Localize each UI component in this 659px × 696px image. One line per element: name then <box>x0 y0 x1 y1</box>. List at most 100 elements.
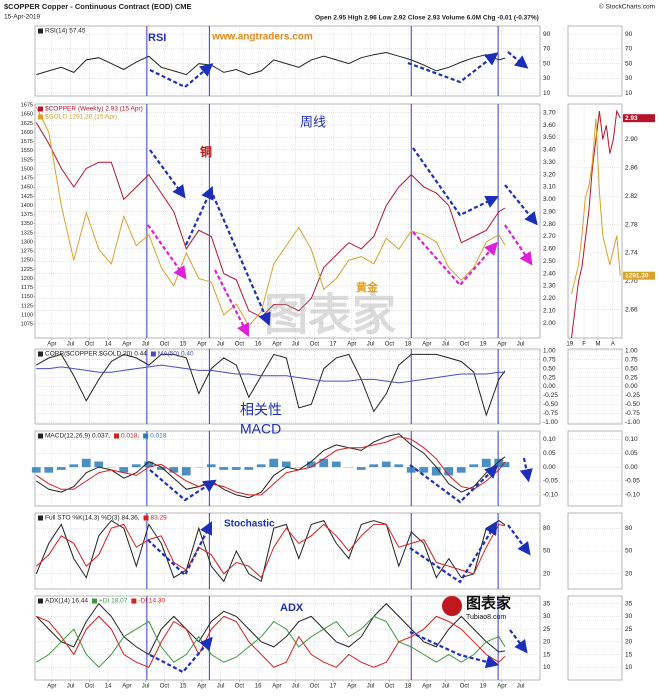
x-tick-label: 18 <box>405 342 412 348</box>
y-tick-label: 2.86 <box>625 165 638 172</box>
y-tick-label: 20 <box>543 571 551 578</box>
mini-y-tick-label: 20 <box>625 639 633 646</box>
x-tick-label: 14 <box>105 342 112 348</box>
histogram-bar <box>206 464 216 468</box>
x-tick-label: Apr <box>347 342 356 348</box>
x-tick-label: Oct <box>235 342 245 348</box>
mini-y-tick-label: 70 <box>625 46 633 53</box>
y-tick-label: 20 <box>543 639 551 646</box>
legend-swatch <box>38 515 43 521</box>
mini-y-tick-label: 0.00 <box>625 383 638 390</box>
legend-swatch <box>38 28 43 34</box>
y-tick-label: 0.50 <box>543 365 556 372</box>
mini-y-tick-label: -1.00 <box>625 419 640 426</box>
y-tick-label: -0.25 <box>543 392 558 399</box>
y-tick-label: 50 <box>543 548 551 555</box>
y-tick-label: 2.60 <box>543 246 556 253</box>
series-line <box>35 602 506 656</box>
y-tick-label: 2.82 <box>625 193 638 200</box>
mini-panel-frame <box>567 430 623 507</box>
y2-tick-label: 1300 <box>21 239 33 245</box>
y-tick-label: 0.00 <box>543 464 556 471</box>
histogram-bar <box>156 467 166 470</box>
mini-y-tick-label: 50 <box>625 60 633 67</box>
x-tick-label: Oct <box>85 342 95 348</box>
value-label: 2.93 <box>625 115 638 122</box>
mini-y-tick-label: 10 <box>625 664 633 671</box>
x-tick-label: Apr <box>197 684 206 690</box>
histogram-bar <box>219 467 229 470</box>
header-date: 15-Apr-2019 <box>4 14 41 21</box>
mini-y-tick-label: -0.25 <box>625 392 640 399</box>
x-tick-label: Apr <box>497 342 506 348</box>
y-tick-label: 3.20 <box>543 171 556 178</box>
y-tick-label: 2.40 <box>543 270 556 277</box>
y-tick-label: 3.50 <box>543 134 556 141</box>
mini-y-tick-label: 0.75 <box>625 356 638 363</box>
y2-tick-label: 1350 <box>21 221 33 227</box>
histogram-bar <box>231 467 241 470</box>
mini-panel-frame <box>567 25 623 97</box>
mini-y-tick-label: 50 <box>625 548 633 555</box>
annotation: 铜 <box>200 144 212 159</box>
x-tick-label: Jul <box>142 684 150 690</box>
header-title: $COPPER Copper - Continuous Contract (EO… <box>4 2 192 11</box>
y-tick-label: 50 <box>543 60 551 67</box>
histogram-bar <box>69 464 79 468</box>
histogram-bar <box>481 458 491 468</box>
histogram-bar <box>31 467 41 473</box>
x-tick-label: F <box>582 342 586 348</box>
mini-y-tick-label: 0.50 <box>625 365 638 372</box>
panel-frame <box>34 103 541 339</box>
y-tick-label: 3.60 <box>543 122 556 129</box>
arrow <box>149 149 186 199</box>
histogram-bar <box>406 467 416 473</box>
mini-y-tick-label: -0.50 <box>625 401 640 408</box>
arrow <box>409 521 498 584</box>
y-tick-label: 3.10 <box>543 184 556 191</box>
y2-tick-label: 1650 <box>21 112 33 118</box>
y2-tick-label: 1400 <box>21 203 33 209</box>
histogram-bar <box>494 458 504 468</box>
legend-swatch <box>38 598 43 604</box>
legend-entry: $COPPER (Weekly) 2.93 (15 Apr) <box>45 106 143 113</box>
series-line <box>571 118 621 295</box>
y2-tick-label: 1575 <box>21 139 33 145</box>
legend-entry: 83.29 <box>151 515 168 522</box>
legend-swatch <box>38 433 43 439</box>
y-tick-label: 2.78 <box>625 221 638 228</box>
series-line <box>36 436 506 496</box>
arrow <box>504 184 538 226</box>
x-tick-label: Apr <box>347 684 356 690</box>
y-tick-label: 30 <box>543 613 551 620</box>
y-tick-label: 15 <box>543 651 551 658</box>
x-tick-label: 18 <box>405 684 412 690</box>
x-tick-label: Apr <box>47 684 56 690</box>
y-tick-label: 3.30 <box>543 159 556 166</box>
arrow <box>184 185 214 246</box>
legend-entry: $GOLD 1291.30 (15 Apr) <box>45 114 117 121</box>
mini-y-tick-label: 10 <box>625 90 633 97</box>
x-tick-label: 15 <box>180 342 187 348</box>
y2-tick-label: 1500 <box>21 166 33 172</box>
series-line <box>36 353 506 417</box>
mini-y-tick-label: 80 <box>625 525 633 532</box>
y-tick-label: 2.00 <box>543 320 556 327</box>
trend-arrows <box>147 51 538 674</box>
y2-tick-label: 1100 <box>21 312 33 318</box>
x-tick-label: M <box>595 342 600 348</box>
watermark: 图表家 <box>264 291 396 340</box>
x-tick-label: 15 <box>180 684 187 690</box>
mini-y-tick-label: 30 <box>625 613 633 620</box>
x-tick-label: Jul <box>442 684 450 690</box>
y-tick-label: 0.25 <box>543 374 556 381</box>
mini-y-tick-label: -0.10 <box>625 492 640 499</box>
histogram-bar <box>94 461 104 468</box>
legend-entry: -DI 14.30 <box>138 598 165 605</box>
x-tick-label: Jul <box>217 684 225 690</box>
x-tick-label: Jul <box>367 342 375 348</box>
x-tick-label: 14 <box>105 684 112 690</box>
series-line <box>36 51 506 76</box>
y2-tick-label: 1275 <box>21 249 33 255</box>
histogram-bar <box>431 467 441 476</box>
